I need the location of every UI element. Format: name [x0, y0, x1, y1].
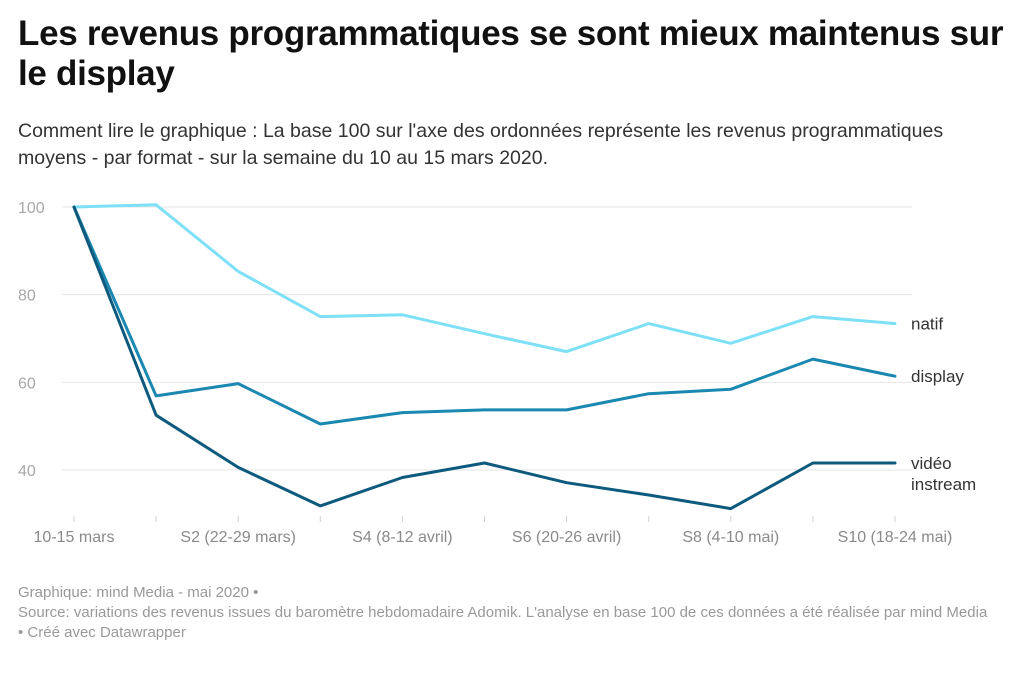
grid-layer	[62, 206, 912, 471]
chart-footer: Graphique: mind Media - mai 2020 • Sourc…	[18, 583, 1008, 643]
y-tick-label: 40	[18, 463, 36, 480]
series-line-display	[72, 205, 897, 426]
axis-layer: 40 60 80 100 10-15 mars S2 (22-29 mars) S4 (8-…	[18, 200, 952, 546]
footer-made-with: • Créé avec Datawrapper	[18, 624, 186, 641]
x-tick-label: S8 (4-10 mai)	[682, 529, 779, 546]
series-line-natif	[72, 203, 897, 354]
series-line-vidéo-instream	[72, 205, 897, 511]
series-label-line: vidéo	[911, 454, 952, 473]
label-layer: natif display vidéo instream	[911, 315, 976, 494]
x-tick-label: S10 (18-24 mai)	[838, 529, 953, 546]
x-tick-label: 10-15 mars	[34, 529, 115, 546]
y-tick-label: 100	[18, 200, 45, 217]
x-tick-label: S2 (22-29 mars)	[180, 529, 296, 546]
series-label-line: natif	[911, 315, 943, 334]
footer-source: Source: variations des revenus issues du…	[18, 604, 988, 621]
y-tick-label: 60	[18, 375, 36, 392]
series-label-line: instream	[911, 475, 976, 494]
x-tick-label: S4 (8-12 avril)	[352, 529, 452, 546]
chart-title: Les revenus programmatiques se sont mieu…	[18, 14, 1004, 93]
x-tick-label: S6 (20-26 avril)	[512, 529, 621, 546]
series-label: natif	[911, 315, 943, 334]
chart-subtitle: Comment lire le graphique : La base 100 …	[18, 120, 944, 169]
series-layer	[72, 203, 897, 511]
y-tick-label: 80	[18, 288, 36, 305]
series-label: display	[911, 367, 964, 386]
series-label: vidéo instream	[911, 454, 976, 494]
footer-credit: Graphique: mind Media - mai 2020 •	[18, 584, 259, 601]
series-label-line: display	[911, 367, 964, 386]
